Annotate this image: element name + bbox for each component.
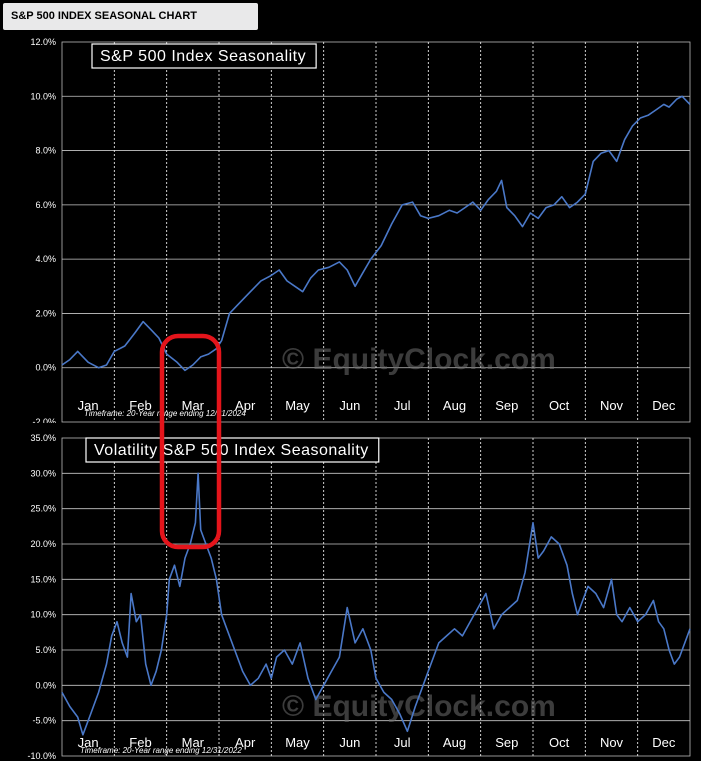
- x-month-label: May: [285, 398, 310, 413]
- series-line: [61, 95, 691, 372]
- x-month-label: Jun: [339, 398, 360, 413]
- y-tick-label: -5.0%: [32, 716, 56, 726]
- y-tick-label: -10.0%: [27, 751, 56, 761]
- x-month-label: Jul: [394, 398, 411, 413]
- x-month-label: May: [285, 735, 310, 750]
- timeframe-note: Timeframe: 20-Year range ending 12/31/20…: [80, 746, 242, 755]
- y-tick-label: 0.0%: [35, 680, 56, 690]
- chart-title-box: S&P 500 Index Seasonality: [91, 43, 317, 69]
- y-tick-label: 5.0%: [35, 645, 56, 655]
- x-month-label: Jan: [78, 735, 99, 750]
- x-month-label: Oct: [549, 735, 570, 750]
- x-month-label: Nov: [600, 735, 624, 750]
- x-month-label: Nov: [600, 398, 624, 413]
- chart-header-tab: S&P 500 INDEX SEASONAL CHART: [3, 3, 258, 30]
- y-tick-label: 8.0%: [35, 146, 56, 156]
- x-month-label: Mar: [182, 735, 205, 750]
- y-tick-label: 10.0%: [30, 610, 56, 620]
- chart-title-box: Volatility S&P 500 Index Seasonality: [85, 437, 380, 463]
- y-tick-label: 25.0%: [30, 504, 56, 514]
- y-tick-label: 0.0%: [35, 363, 56, 373]
- x-month-label: Dec: [652, 735, 676, 750]
- sp500-seasonality-chart: 12.0% 10.0% 8.0% 6.0% 4.0% 2.0% 0.0% -2.0% © Equ…: [0, 33, 701, 423]
- timeframe-note: Timeframe: 20-Year range ending 12/31/20…: [84, 409, 246, 418]
- chart-title: S&P 500 Index Seasonality: [100, 48, 306, 65]
- x-month-label: Sep: [495, 398, 518, 413]
- sp500-seasonality-svg: 12.0% 10.0% 8.0% 6.0% 4.0% 2.0% 0.0% -2.0% © Equ…: [30, 37, 691, 423]
- x-month-label: Feb: [129, 398, 151, 413]
- x-month-label: Apr: [235, 735, 256, 750]
- x-month-label: Oct: [549, 398, 570, 413]
- y-tick-label: 15.0%: [30, 574, 56, 584]
- x-month-label: Aug: [443, 735, 466, 750]
- chart-title: Volatility S&P 500 Index Seasonality: [94, 442, 369, 459]
- series-line: [61, 472, 691, 736]
- x-month-label: Feb: [129, 735, 151, 750]
- x-month-label: Apr: [235, 398, 256, 413]
- x-month-label: Sep: [495, 735, 518, 750]
- chart-title-border: [85, 437, 380, 463]
- x-month-label: Dec: [652, 398, 676, 413]
- vix-seasonality-chart: 35.0% 30.0% 25.0% 20.0% 15.0% 10.0% 5.0% 0.0% -5…: [0, 431, 701, 761]
- y-tick-label: 10.0%: [30, 91, 56, 101]
- x-month-label: Jan: [78, 398, 99, 413]
- y-tick-label: 6.0%: [35, 200, 56, 210]
- y-tick-label: 35.0%: [30, 433, 56, 443]
- vix-seasonality-svg: 35.0% 30.0% 25.0% 20.0% 15.0% 10.0% 5.0% 0.0% -5…: [27, 433, 691, 761]
- y-tick-label: 4.0%: [35, 254, 56, 264]
- y-tick-label: 2.0%: [35, 308, 56, 318]
- chart-header-title: S&P 500 INDEX SEASONAL CHART: [11, 10, 198, 22]
- y-tick-label: -2.0%: [32, 417, 56, 423]
- x-month-label: Jun: [339, 735, 360, 750]
- x-month-label: Jul: [394, 735, 411, 750]
- x-month-label: Aug: [443, 398, 466, 413]
- y-tick-label: 30.0%: [30, 468, 56, 478]
- y-tick-label: 12.0%: [30, 37, 56, 47]
- equityclock-watermark: © EquityClock.com: [282, 343, 556, 376]
- chart-title-border: [91, 43, 317, 69]
- y-tick-label: 20.0%: [30, 539, 56, 549]
